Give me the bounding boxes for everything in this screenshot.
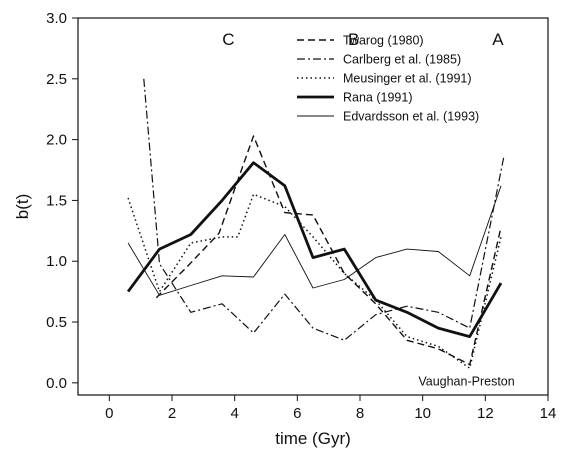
y-tick-label: 0.0 <box>46 375 67 392</box>
x-tick-label: 6 <box>293 405 301 422</box>
x-axis-title: time (Gyr) <box>275 429 351 448</box>
x-tick-label: 2 <box>168 405 176 422</box>
x-tick-label: 10 <box>414 405 431 422</box>
legend-label: Carlberg et al. (1985) <box>343 53 461 67</box>
legend: Twarog (1980) Carlberg et al. (1985) Meusi… <box>297 34 479 124</box>
annotation-group: C B A Vaughan-Preston <box>222 30 514 389</box>
legend-label: Twarog (1980) <box>343 34 424 48</box>
x-tick-label: 14 <box>540 405 557 422</box>
series-line-5 <box>127 185 502 296</box>
series-group <box>126 78 505 369</box>
series-line-4 <box>126 161 503 339</box>
ticks-group: 0 2 4 6 8 10 12 14 0.0 0.5 1.0 1.5 2.0 2.5 3.0 <box>46 10 556 422</box>
series-line-1 <box>155 135 502 366</box>
chart-annotation: Vaughan-Preston <box>418 374 514 388</box>
y-tick-label: 1.5 <box>46 192 67 209</box>
legend-label: Edvardsson et al. (1993) <box>343 110 479 124</box>
chart-annotation: C <box>222 30 234 49</box>
series-line-3 <box>127 193 502 369</box>
x-tick-label: 12 <box>477 405 494 422</box>
chart-annotation: B <box>348 30 359 49</box>
y-tick-label: 1.0 <box>46 253 67 270</box>
plot-frame-group <box>77 17 549 396</box>
legend-label: Meusinger et al. (1991) <box>343 72 472 86</box>
y-tick-label: 2.5 <box>46 71 67 88</box>
legend-label: Rana (1991) <box>343 91 413 105</box>
plot-frame <box>77 17 549 396</box>
y-tick-label: 3.0 <box>46 10 67 27</box>
x-tick-label: 8 <box>356 405 364 422</box>
y-tick-label: 2.0 <box>46 132 67 149</box>
x-tick-label: 0 <box>105 405 113 422</box>
y-tick-label: 0.5 <box>46 314 67 331</box>
series-line-2 <box>143 78 505 341</box>
x-tick-label: 4 <box>230 405 238 422</box>
chart-annotation: A <box>492 30 504 49</box>
y-axis-title: b(t) <box>13 194 32 220</box>
